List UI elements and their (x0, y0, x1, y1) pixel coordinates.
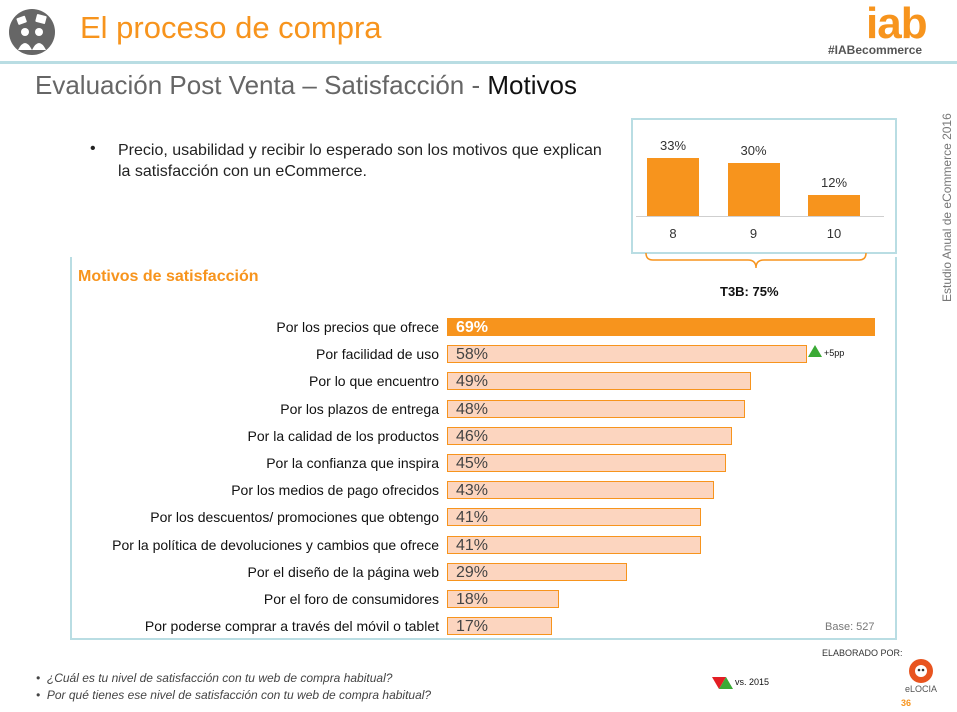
up-arrow-icon (719, 677, 733, 689)
category-label: Por los precios que ofrece (276, 319, 439, 335)
bullet-dot: • (90, 140, 96, 157)
mini-bar (647, 157, 699, 216)
subtitle-strong: Motivos (487, 70, 577, 100)
bar (447, 508, 702, 527)
value-label: 69% (456, 319, 489, 336)
base-label: Base: 527 (825, 621, 875, 633)
change-annotation: +5pp (824, 348, 845, 358)
value-label: 58% (456, 346, 489, 364)
category-label: Por poderse comprar a través del móvil o… (144, 618, 439, 635)
category-label: Por lo que encuentro (309, 373, 439, 390)
value-label: 41% (456, 536, 489, 554)
value-label: 43% (456, 482, 489, 500)
value-label: 17% (456, 618, 489, 636)
bar (447, 590, 559, 608)
elaborado-label: ELABORADO POR: (822, 648, 903, 658)
mini-bar (727, 162, 780, 216)
hashtag-label: #IABecommerce (828, 43, 923, 57)
shopping-people-icon (9, 9, 55, 55)
header-divider (0, 61, 957, 64)
elocia-logo: eLOCIA (905, 659, 937, 694)
bar (447, 426, 733, 445)
subtitle: Evaluación Post Venta – Satisfacción - M… (35, 70, 577, 101)
value-label: 48% (456, 400, 489, 418)
mini-chart-axis (636, 216, 884, 217)
category-label: Por el diseño de la página web (247, 563, 439, 580)
bar (447, 372, 751, 391)
bar (447, 562, 627, 581)
t3b-brace (645, 252, 867, 269)
mini-value-label: 30% (740, 142, 767, 158)
bar (447, 535, 702, 554)
mini-value-label: 12% (820, 174, 848, 190)
footnote-question-1: • ¿Cuál es tu nivel de satisfacción con … (36, 671, 393, 685)
value-label: 46% (456, 427, 489, 445)
category-label: Por los plazos de entrega (280, 400, 439, 417)
mini-chart-frame (631, 118, 897, 254)
mini-value-label: 33% (659, 137, 687, 153)
category-label: Por facilidad de uso (316, 346, 439, 363)
iab-logo: iab (866, 0, 928, 48)
category-label: Por la confianza que inspira (266, 455, 439, 471)
main-chart-title: Motivos de satisfacción (78, 268, 259, 285)
mini-category-label: 10 (826, 226, 842, 241)
bar (447, 481, 714, 500)
subtitle-prefix: Evaluación Post Venta – Satisfacción - (35, 70, 488, 100)
value-label: 41% (456, 509, 489, 527)
category-label: Por la política de devoluciones y cambio… (112, 536, 439, 553)
value-label: 49% (456, 373, 489, 391)
category-label: Por los medios de pago ofrecidos (231, 482, 439, 499)
page-number: 36 (901, 698, 912, 708)
side-study-label: Estudio Anual de eCommerce 2016 (940, 113, 954, 302)
mini-category-label: 8 (669, 226, 677, 241)
legend-label: vs. 2015 (735, 677, 770, 687)
value-label: 45% (456, 455, 489, 472)
up-arrow-icon (808, 345, 822, 357)
bar (447, 318, 875, 336)
main-chart-frame (70, 257, 897, 640)
bar (447, 399, 745, 418)
page-title: El proceso de compra (80, 10, 382, 45)
footnote-question-2: • Por qué tienes ese nivel de satisfacci… (36, 688, 432, 702)
mini-bar (808, 194, 860, 216)
bar (447, 617, 553, 636)
value-label: 29% (456, 563, 489, 581)
category-label: Por los descuentos/ promociones que obte… (150, 509, 439, 526)
bar (447, 454, 727, 472)
elocia-brand-text: eLOCIA (905, 684, 937, 694)
bar (447, 345, 807, 364)
value-label: 18% (456, 591, 489, 608)
t3b-annotation: T3B: 75% (720, 284, 779, 299)
bullet-text: Precio, usabilidad y recibir lo esperado… (118, 142, 602, 180)
category-label: Por el foro de consumidores (263, 591, 439, 607)
mini-category-label: 9 (749, 226, 758, 241)
category-label: Por la calidad de los productos (247, 427, 439, 444)
